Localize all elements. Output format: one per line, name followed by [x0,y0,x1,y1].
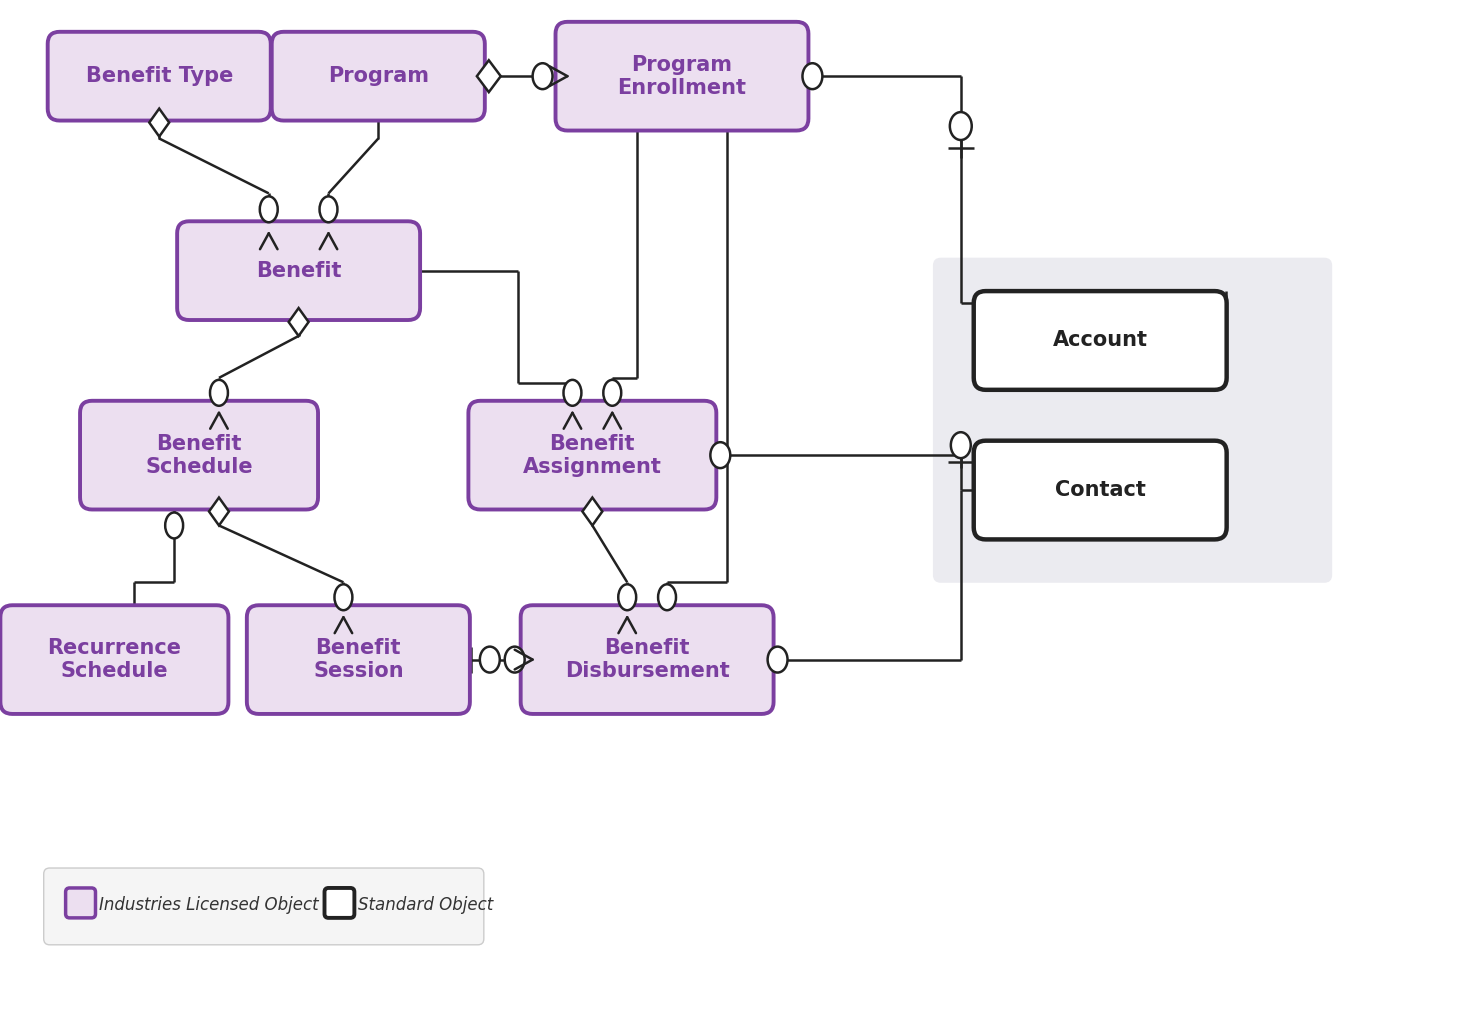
Ellipse shape [603,380,622,405]
Polygon shape [476,60,501,92]
FancyBboxPatch shape [44,868,484,945]
Text: Program
Enrollment: Program Enrollment [617,55,747,98]
FancyBboxPatch shape [272,31,485,121]
Polygon shape [288,308,309,336]
Ellipse shape [532,63,553,89]
Ellipse shape [619,584,637,611]
Text: Industries Licensed Object: Industries Licensed Object [100,896,319,914]
Ellipse shape [951,432,970,458]
Text: Standard Object: Standard Object [359,896,494,914]
FancyBboxPatch shape [973,292,1226,390]
FancyBboxPatch shape [66,888,96,917]
Polygon shape [150,109,169,136]
Ellipse shape [335,584,353,611]
Ellipse shape [803,63,822,89]
FancyBboxPatch shape [0,606,228,714]
FancyBboxPatch shape [325,888,354,917]
Ellipse shape [950,112,972,140]
Ellipse shape [710,442,731,468]
Text: Benefit: Benefit [256,261,341,280]
Text: Account: Account [1053,330,1148,351]
Ellipse shape [165,512,184,538]
Text: Recurrence
Schedule: Recurrence Schedule [47,638,181,681]
FancyBboxPatch shape [556,21,808,130]
Ellipse shape [767,646,788,673]
FancyBboxPatch shape [79,400,318,509]
FancyBboxPatch shape [933,258,1332,583]
Ellipse shape [260,196,278,223]
FancyBboxPatch shape [178,221,420,320]
Text: Benefit
Session: Benefit Session [313,638,404,681]
Text: Benefit
Schedule: Benefit Schedule [146,434,253,477]
FancyBboxPatch shape [247,606,470,714]
Ellipse shape [659,584,676,611]
FancyBboxPatch shape [47,31,270,121]
Polygon shape [582,498,603,525]
Ellipse shape [479,646,500,673]
Text: Benefit Type: Benefit Type [85,66,232,86]
Text: Contact: Contact [1055,480,1145,500]
Ellipse shape [504,646,525,673]
FancyBboxPatch shape [469,400,716,509]
Ellipse shape [319,196,338,223]
Text: Benefit
Assignment: Benefit Assignment [523,434,662,477]
Polygon shape [209,498,229,525]
Ellipse shape [210,380,228,405]
Text: Benefit
Disbursement: Benefit Disbursement [564,638,729,681]
Text: Program: Program [328,66,429,86]
Ellipse shape [563,380,582,405]
FancyBboxPatch shape [520,606,773,714]
FancyBboxPatch shape [973,441,1226,539]
